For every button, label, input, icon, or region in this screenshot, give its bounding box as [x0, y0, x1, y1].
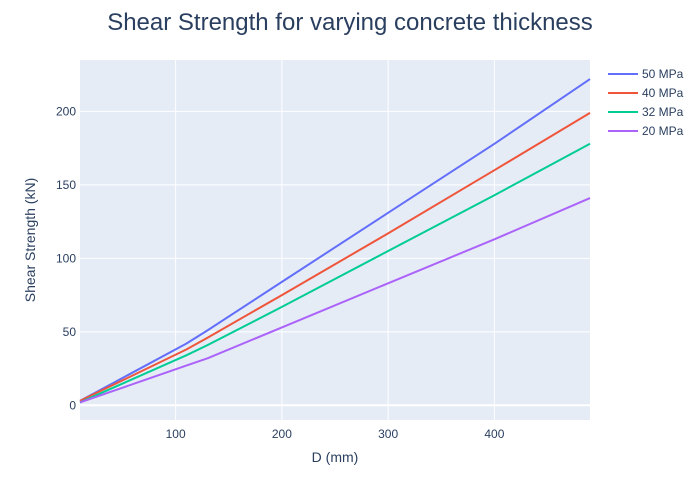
x-tick-label: 200: [272, 427, 292, 441]
x-axis-title: D (mm): [312, 449, 359, 465]
series-line-50-mpa: [79, 78, 591, 402]
y-axis-title: Shear Strength (kN): [22, 178, 38, 303]
legend-label: 40 MPa: [642, 86, 684, 100]
y-tick-label: 100: [56, 251, 76, 265]
x-tick-label: 100: [166, 427, 186, 441]
plot-area: [80, 60, 590, 420]
y-tick-label: 0: [69, 398, 76, 412]
legend-label: 50 MPa: [642, 67, 684, 81]
y-tick-label: 150: [56, 178, 76, 192]
x-axis-ticks: 100 200 300 400: [166, 427, 505, 441]
legend-label: 32 MPa: [642, 105, 684, 119]
legend: 50 MPa 40 MPa 32 MPa 20 MPa: [608, 67, 684, 138]
y-tick-label: 50: [63, 325, 77, 339]
x-tick-label: 300: [378, 427, 398, 441]
y-axis-ticks: 0 50 100 150 200: [56, 104, 76, 412]
series-line-20-mpa: [79, 197, 591, 404]
x-tick-label: 400: [484, 427, 504, 441]
y-tick-label: 200: [56, 104, 76, 118]
series-line-32-mpa: [79, 142, 591, 404]
gridlines: [80, 60, 590, 420]
chart-title: Shear Strength for varying concrete thic…: [107, 9, 593, 36]
series-lines: [79, 78, 591, 404]
series-line-40-mpa: [79, 112, 591, 402]
legend-label: 20 MPa: [642, 124, 684, 138]
